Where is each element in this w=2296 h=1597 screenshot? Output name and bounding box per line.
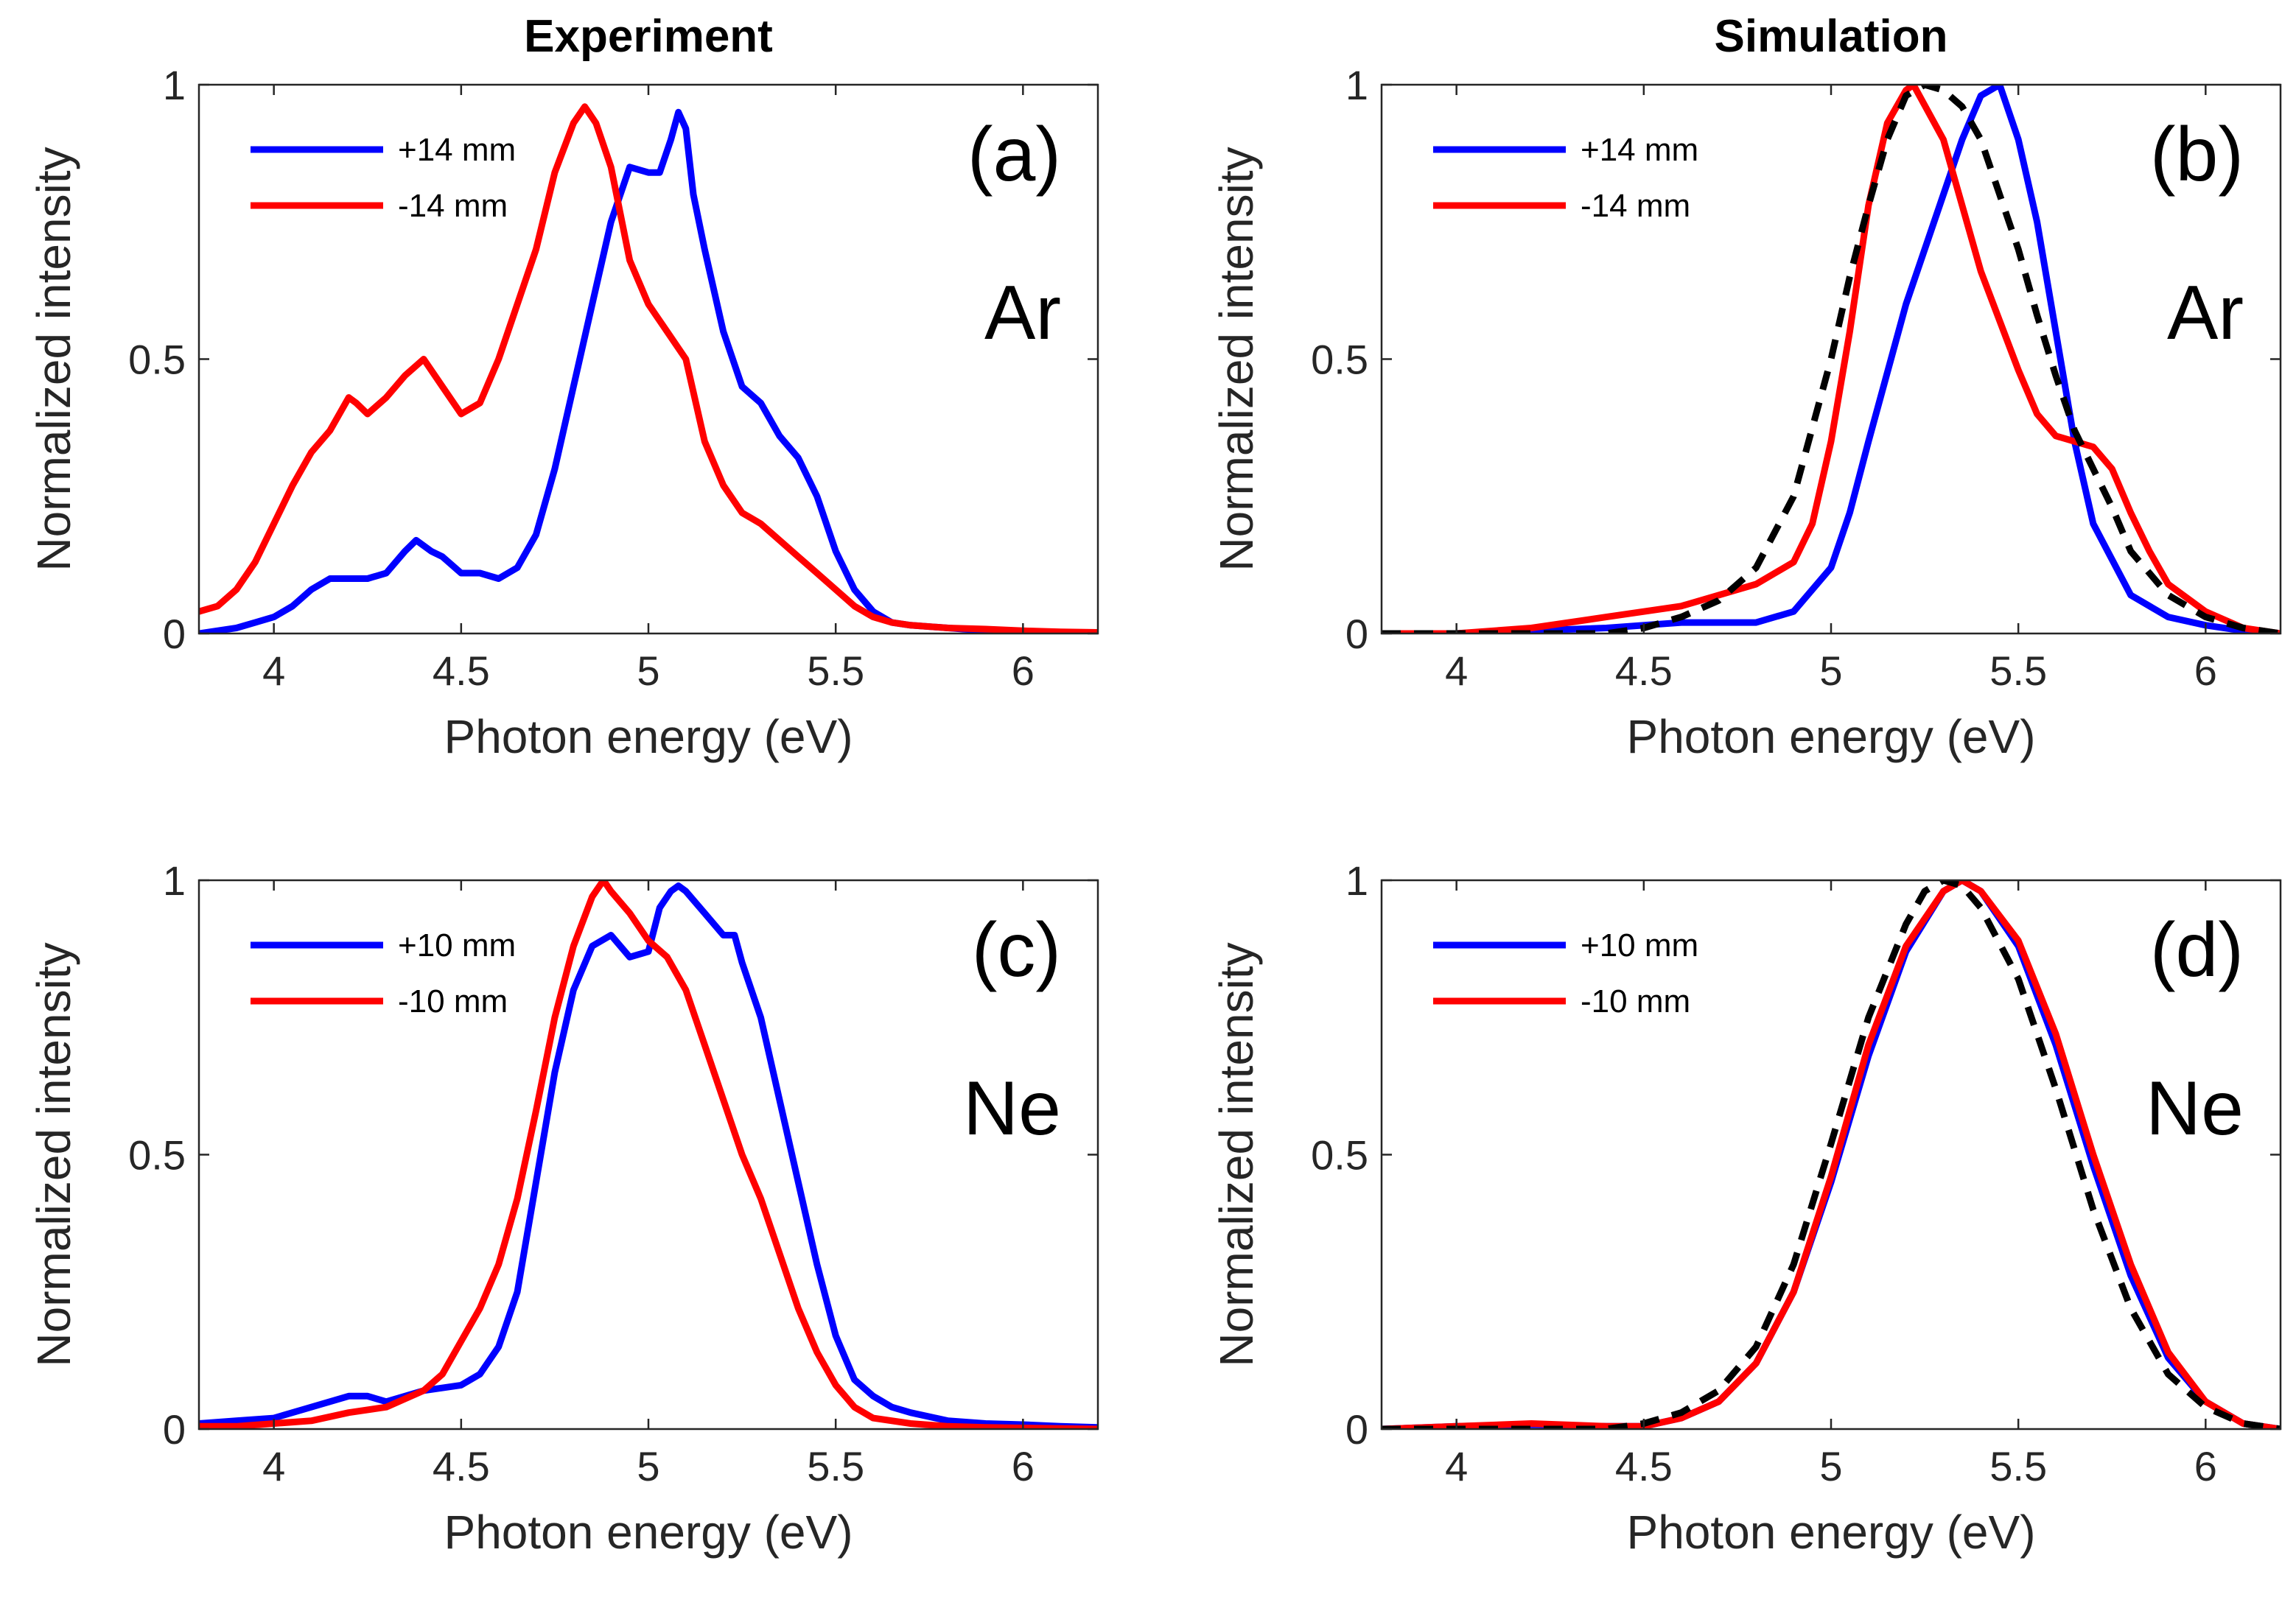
- panel-c-axes-box: [197, 879, 1099, 1431]
- panel-a-xtick-label: 5: [637, 647, 659, 694]
- panel-d: 4 4.5 5 5.5 6 0 0.5 1 Photon energy (eV) Normaliz…: [1210, 857, 2282, 1559]
- panel-b-xtick-label: 5.5: [1989, 647, 2047, 694]
- panel-b-ytick-label: 0.5: [1311, 337, 1368, 383]
- panel-d-ytick-label: 1: [1345, 857, 1368, 904]
- panel-c-xtick-label: 5: [637, 1443, 659, 1489]
- panel-c-series-10mm-line: [199, 880, 1098, 1429]
- panel-b-xtick-label: 6: [2194, 647, 2217, 694]
- panel-a-legend-label: +14 mm: [398, 132, 516, 168]
- panel-c-ytick-label: 0: [163, 1406, 186, 1453]
- panel-b-ylabel: Normalized intensity: [1210, 147, 1263, 571]
- panel-b-xtick-label: 4.5: [1615, 647, 1673, 694]
- panel-a-xtick-label: 4.5: [433, 647, 490, 694]
- panel-a-xtick-label: 5.5: [807, 647, 864, 694]
- panel-d-legend-label: +10 mm: [1581, 927, 1698, 964]
- panel-d-xtick-label: 5.5: [1989, 1443, 2047, 1489]
- panel-b-series-14mm-line: [1382, 85, 2281, 633]
- panel-d-ytick-label: 0.5: [1311, 1132, 1368, 1179]
- panel-d-ylabel: Normalized intensity: [1210, 942, 1263, 1366]
- panel-d-panel-label: (d): [2150, 908, 2244, 993]
- panel-d-xtick-label: 4.5: [1615, 1443, 1673, 1489]
- panel-d-axes-box: [1380, 879, 2282, 1431]
- panel-a-ytick-label: 0: [163, 611, 186, 657]
- panel-d-ytick-label: 0: [1345, 1406, 1368, 1453]
- panel-c-legend-label: -10 mm: [398, 983, 508, 1019]
- panel-b-panel-label: (b): [2150, 112, 2244, 197]
- panel-c-xtick-label: 6: [1012, 1443, 1035, 1489]
- panel-b-series-group: [1382, 85, 2281, 633]
- panel-d-series-reference-dashed-line: [1382, 880, 2281, 1429]
- panel-a-series-14mm-line: [199, 108, 1098, 633]
- panel-a-xlabel: Photon energy (eV): [444, 710, 853, 763]
- panel-d-xtick-label: 4: [1445, 1443, 1468, 1489]
- panel-a-xtick-label: 6: [1012, 647, 1035, 694]
- panel-a-ytick-label: 1: [163, 62, 186, 108]
- panel-b-legend-label: -14 mm: [1581, 188, 1690, 224]
- panels: 4 4.5 5 5.5 6 0 0.5 1 Photon energy (eV) Normaliz…: [27, 62, 2282, 1559]
- panel-a-axes-box: [197, 83, 1099, 635]
- panel-a-legend-label: -14 mm: [398, 188, 508, 224]
- panel-c-panel-label: (c): [972, 908, 1061, 993]
- panel-d-xtick-label: 6: [2194, 1443, 2217, 1489]
- panel-d-series-group: [1382, 880, 2281, 1429]
- panel-b-gas-label: Ar: [2167, 270, 2244, 356]
- panel-b-xlabel: Photon energy (eV): [1627, 710, 2036, 763]
- panel-c-series-group: [199, 880, 1098, 1429]
- panel-d-series-10mm-line: [1382, 880, 2281, 1429]
- panel-a: 4 4.5 5 5.5 6 0 0.5 1 Photon energy (eV) Normaliz…: [27, 62, 1099, 763]
- panel-a-panel-label: (a): [967, 112, 1061, 197]
- column-title-simulation: Simulation: [1715, 11, 1948, 62]
- panel-a-gas-label: Ar: [984, 270, 1061, 356]
- panel-a-ylabel: Normalized intensity: [27, 147, 80, 571]
- panel-c-xtick-label: 4: [262, 1443, 285, 1489]
- panel-c-ytick-label: 1: [163, 857, 186, 904]
- panel-c: 4 4.5 5 5.5 6 0 0.5 1 Photon energy (eV) Normaliz…: [27, 857, 1099, 1559]
- panel-c-xtick-label: 5.5: [807, 1443, 864, 1489]
- panel-c-legend-label: +10 mm: [398, 927, 516, 964]
- panel-c-ytick-label: 0.5: [128, 1132, 186, 1179]
- panel-d-gas-label: Ne: [2146, 1066, 2244, 1151]
- panel-d-xtick-label: 5: [1819, 1443, 1842, 1489]
- panel-d-xlabel: Photon energy (eV): [1627, 1506, 2036, 1559]
- column-title-experiment: Experiment: [524, 11, 773, 62]
- panel-b-ytick-label: 0: [1345, 611, 1368, 657]
- panel-b-legend-label: +14 mm: [1581, 132, 1698, 168]
- panel-d-legend-label: -10 mm: [1581, 983, 1690, 1019]
- panel-c-xlabel: Photon energy (eV): [444, 1506, 853, 1559]
- panel-b-series-reference-dashed-line: [1382, 85, 2281, 633]
- panel-b: 4 4.5 5 5.5 6 0 0.5 1 Photon energy (eV) Normaliz…: [1210, 62, 2282, 763]
- panel-a-ytick-label: 0.5: [128, 337, 186, 383]
- panel-b-ytick-label: 1: [1345, 62, 1368, 108]
- panel-c-series-10mm-line: [199, 882, 1098, 1429]
- panel-a-series-group: [199, 103, 1098, 633]
- panel-b-xtick-label: 4: [1445, 647, 1468, 694]
- panel-c-gas-label: Ne: [963, 1066, 1061, 1151]
- panel-c-xtick-label: 4.5: [433, 1443, 490, 1489]
- panel-c-ylabel: Normalized intensity: [27, 942, 80, 1366]
- panel-b-axes-box: [1380, 83, 2282, 635]
- panel-d-series-10mm-line: [1382, 880, 2281, 1429]
- panel-a-series-14mm-line: [199, 103, 1098, 633]
- panel-b-series-14mm-line: [1382, 85, 2281, 633]
- panel-a-xtick-label: 4: [262, 647, 285, 694]
- panel-b-xtick-label: 5: [1819, 647, 1842, 694]
